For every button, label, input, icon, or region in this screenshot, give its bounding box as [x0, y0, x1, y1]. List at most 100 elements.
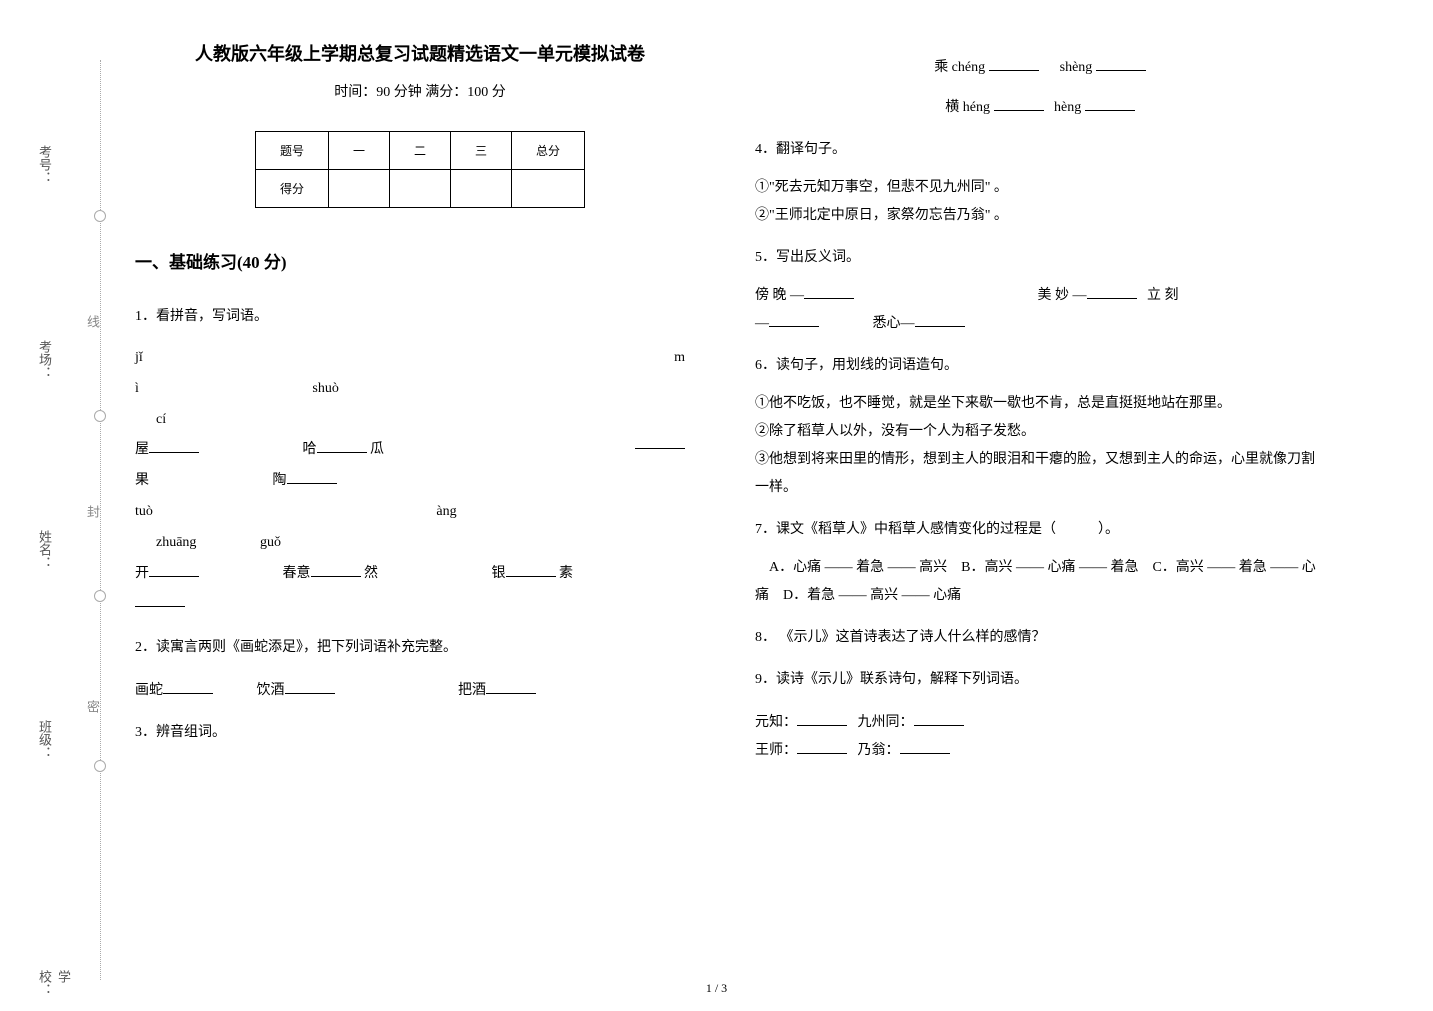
- blank: [914, 712, 964, 726]
- row-score-label: 得分: [255, 170, 328, 208]
- q1-py: m: [674, 343, 685, 374]
- q4: 4．翻译句子。 ①"死去元知万事空，但悲不见九州同" 。 ②"王师北定中原日，家…: [755, 136, 1325, 230]
- seal-char-feng: 封: [83, 505, 102, 518]
- blank: [797, 740, 847, 754]
- q6-head: 6．读句子，用划线的词语造句。: [755, 352, 1325, 380]
- blank: [285, 680, 335, 694]
- right-column: 乘 chéng shèng 横 héng hèng 4．翻译句子。 ①"死去元知…: [730, 40, 1350, 779]
- q7: 7．课文《稻草人》中稻草人感情变化的过程是（ ）。 A．心痛 —— 着急 —— …: [755, 516, 1325, 610]
- q9-head: 9．读诗《示儿》联系诗句，解释下列词语。: [755, 666, 1325, 694]
- blank: [915, 313, 965, 327]
- blank: [135, 593, 185, 607]
- q5-b: 美 妙 —: [1038, 288, 1087, 303]
- label-kaohao: 考号：: [35, 145, 54, 184]
- q1-hz: 屋: [135, 442, 149, 457]
- q1-hz: 开: [135, 566, 149, 581]
- th-total: 总分: [512, 132, 585, 170]
- q7-head: 7．课文《稻草人》中稻草人感情变化的过程是（ ）。: [755, 516, 1325, 544]
- q9: 9．读诗《示儿》联系诗句，解释下列词语。 元知： 九州同： 王师： 乃翁：: [755, 666, 1325, 765]
- seal-char-xian: 线: [83, 315, 102, 328]
- blank: [900, 740, 950, 754]
- q5-a: 傍 晚 —: [755, 288, 804, 303]
- q9-d: 乃翁：: [858, 743, 900, 758]
- blank: [994, 97, 1044, 111]
- cell: [512, 170, 585, 208]
- blank: [797, 712, 847, 726]
- q1-py: zhuāng: [156, 535, 196, 550]
- q1-hz: 银: [492, 566, 506, 581]
- q6: 6．读句子，用划线的词语造句。 ①他不吃饭，也不睡觉，就是坐下来歇一歇也不肯，总…: [755, 352, 1325, 502]
- blank: [317, 439, 367, 453]
- q1-py: jǐ: [135, 350, 143, 365]
- pinyin: shèng: [1060, 60, 1093, 75]
- label-xingming: 姓名：: [35, 530, 54, 569]
- q4-a: ①"死去元知万事空，但悲不见九州同" 。: [755, 174, 1325, 202]
- blank: [506, 563, 556, 577]
- q2-b: 饮酒: [257, 683, 285, 698]
- q1-py: shuò: [312, 381, 338, 396]
- q6-c: ③他想到将来田里的情形，想到主人的眼泪和干瘪的脸，又想到主人的命运，心里就像刀割…: [755, 446, 1325, 502]
- q8-head: 8． 《示儿》这首诗表达了诗人什么样的感情？: [755, 624, 1325, 652]
- th-label: 题号: [255, 132, 328, 170]
- q1-hz: 果: [135, 473, 149, 488]
- blank: [1087, 285, 1137, 299]
- page-content: 人教版六年级上学期总复习试题精选语文一单元模拟试卷 时间：90 分钟 满分：10…: [110, 40, 1410, 779]
- blank: [311, 563, 361, 577]
- q1-hz: 然: [364, 566, 378, 581]
- th-1: 一: [328, 132, 389, 170]
- q1-hz: 春意: [283, 566, 311, 581]
- seal-char-mi: 密: [83, 700, 102, 713]
- blank: [769, 313, 819, 327]
- circle-marker: [94, 760, 106, 772]
- q3-body: 乘 chéng shèng 横 héng hèng: [755, 54, 1325, 122]
- exam-title: 人教版六年级上学期总复习试题精选语文一单元模拟试卷: [135, 40, 705, 66]
- blank: [486, 680, 536, 694]
- q9-b: 九州同：: [858, 715, 914, 730]
- q6-a: ①他不吃饭，也不睡觉，就是坐下来歇一歇也不肯，总是直挺挺地站在那里。: [755, 390, 1325, 418]
- q5-d: —: [755, 316, 769, 331]
- q5-e: 悉心—: [873, 316, 915, 331]
- q9-c: 王师：: [755, 743, 797, 758]
- blank: [163, 680, 213, 694]
- circle-marker: [94, 590, 106, 602]
- q2-c: 把酒: [458, 683, 486, 698]
- q1: 1．看拼音，写词语。 jǐ m ì shuò cí 屋 哈 瓜: [135, 303, 705, 620]
- pinyin: 乘 chéng: [934, 60, 985, 75]
- q5-c: 立 刻: [1147, 288, 1179, 303]
- q5-head: 5．写出反义词。: [755, 244, 1325, 272]
- q2-a: 画蛇: [135, 683, 163, 698]
- q2-head: 2．读寓言两则《画蛇添足》，把下列词语补充完整。: [135, 634, 705, 662]
- label-xuexiao: 学校：: [35, 970, 73, 996]
- th-3: 三: [451, 132, 512, 170]
- q4-b: ②"王师北定中原日，家祭勿忘告乃翁" 。: [755, 202, 1325, 230]
- score-table: 题号 一 二 三 总分 得分: [255, 131, 585, 208]
- pinyin: 横 héng: [945, 100, 990, 115]
- q1-hz: 哈: [303, 442, 317, 457]
- q1-head: 1．看拼音，写词语。: [135, 303, 705, 331]
- blank: [989, 57, 1039, 71]
- cell: [328, 170, 389, 208]
- q2: 2．读寓言两则《画蛇添足》，把下列词语补充完整。 画蛇 饮酒 把酒: [135, 634, 705, 705]
- blank: [1096, 57, 1146, 71]
- blank: [149, 439, 199, 453]
- cell: [389, 170, 450, 208]
- q1-py: guǒ: [260, 535, 281, 550]
- q7-opts: A．心痛 —— 着急 —— 高兴 B．高兴 —— 心痛 —— 着急 C．高兴 —…: [755, 554, 1325, 610]
- q3-head: 3．辨音组词。: [135, 719, 705, 747]
- q6-b: ②除了稻草人以外，没有一个人为稻子发愁。: [755, 418, 1325, 446]
- q5: 5．写出反义词。 傍 晚 — 美 妙 — 立 刻 — 悉心—: [755, 244, 1325, 338]
- cell: [451, 170, 512, 208]
- blank: [287, 470, 337, 484]
- label-banji: 班级：: [35, 720, 54, 759]
- q1-py: cí: [156, 412, 166, 427]
- circle-marker: [94, 410, 106, 422]
- blank: [804, 285, 854, 299]
- blank: [635, 435, 685, 449]
- q1-py: àng: [436, 504, 456, 519]
- label-kaochang: 考场：: [35, 340, 54, 379]
- q1-py: ì: [135, 381, 139, 396]
- left-column: 人教版六年级上学期总复习试题精选语文一单元模拟试卷 时间：90 分钟 满分：10…: [110, 40, 730, 779]
- binding-sidebar: 线 封 密 考号： 考场： 姓名： 班级： 学校：: [30, 60, 110, 980]
- q8: 8． 《示儿》这首诗表达了诗人什么样的感情？: [755, 624, 1325, 652]
- th-2: 二: [389, 132, 450, 170]
